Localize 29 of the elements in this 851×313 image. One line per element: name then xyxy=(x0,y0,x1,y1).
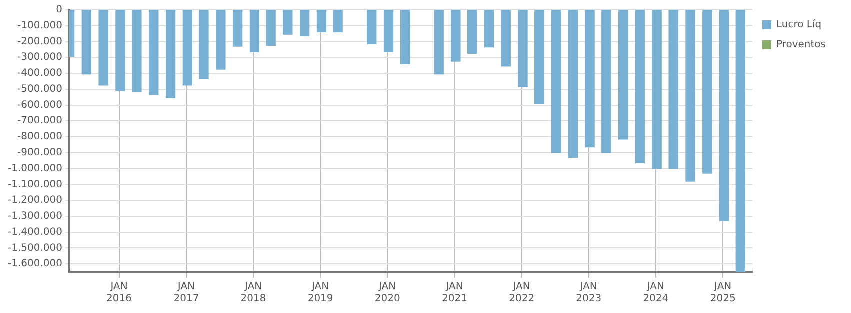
x-tick-label: JAN 2016 xyxy=(106,282,132,305)
y-tick-label: -500.000 xyxy=(18,84,62,95)
y-tick-label: -1.300.000 xyxy=(8,211,62,222)
y-tick-label: -700.000 xyxy=(18,116,62,127)
y-tick-label: -900.000 xyxy=(18,148,62,159)
y-tick-label: -1.500.000 xyxy=(8,242,62,254)
x-tick-label: JAN 2025 xyxy=(710,282,736,305)
x-tick-label: JAN 2017 xyxy=(174,282,200,305)
y-tick-label: -200.000 xyxy=(18,36,62,48)
x-tick-label: JAN 2023 xyxy=(576,282,602,305)
y-tick-label: -1.200.000 xyxy=(8,195,62,206)
x-tick-label: JAN 2018 xyxy=(240,282,266,305)
legend-label: Lucro Líq xyxy=(776,20,822,31)
y-tick-label: -1.100.000 xyxy=(8,179,62,190)
y-tick-label: -300.000 xyxy=(18,52,62,64)
y-tick-label: -1.400.000 xyxy=(8,226,62,238)
y-tick-label: -100.000 xyxy=(18,20,62,32)
x-tick-label: JAN 2022 xyxy=(509,282,535,305)
y-tick-label: -600.000 xyxy=(18,100,62,111)
y-tick-label: -800.000 xyxy=(18,132,62,143)
y-tick-label: -400.000 xyxy=(18,68,62,80)
x-tick-label: JAN 2021 xyxy=(442,282,468,305)
x-tick-label: JAN 2019 xyxy=(308,282,334,305)
x-tick-label: JAN 2020 xyxy=(374,282,400,305)
x-tick-label: JAN 2024 xyxy=(643,282,669,305)
y-tick-label: -1.000.000 xyxy=(8,163,62,174)
y-tick-label: -1.600.000 xyxy=(8,258,62,270)
y-tick-label: 0 xyxy=(56,4,62,16)
legend-label: Proventos xyxy=(776,40,826,51)
